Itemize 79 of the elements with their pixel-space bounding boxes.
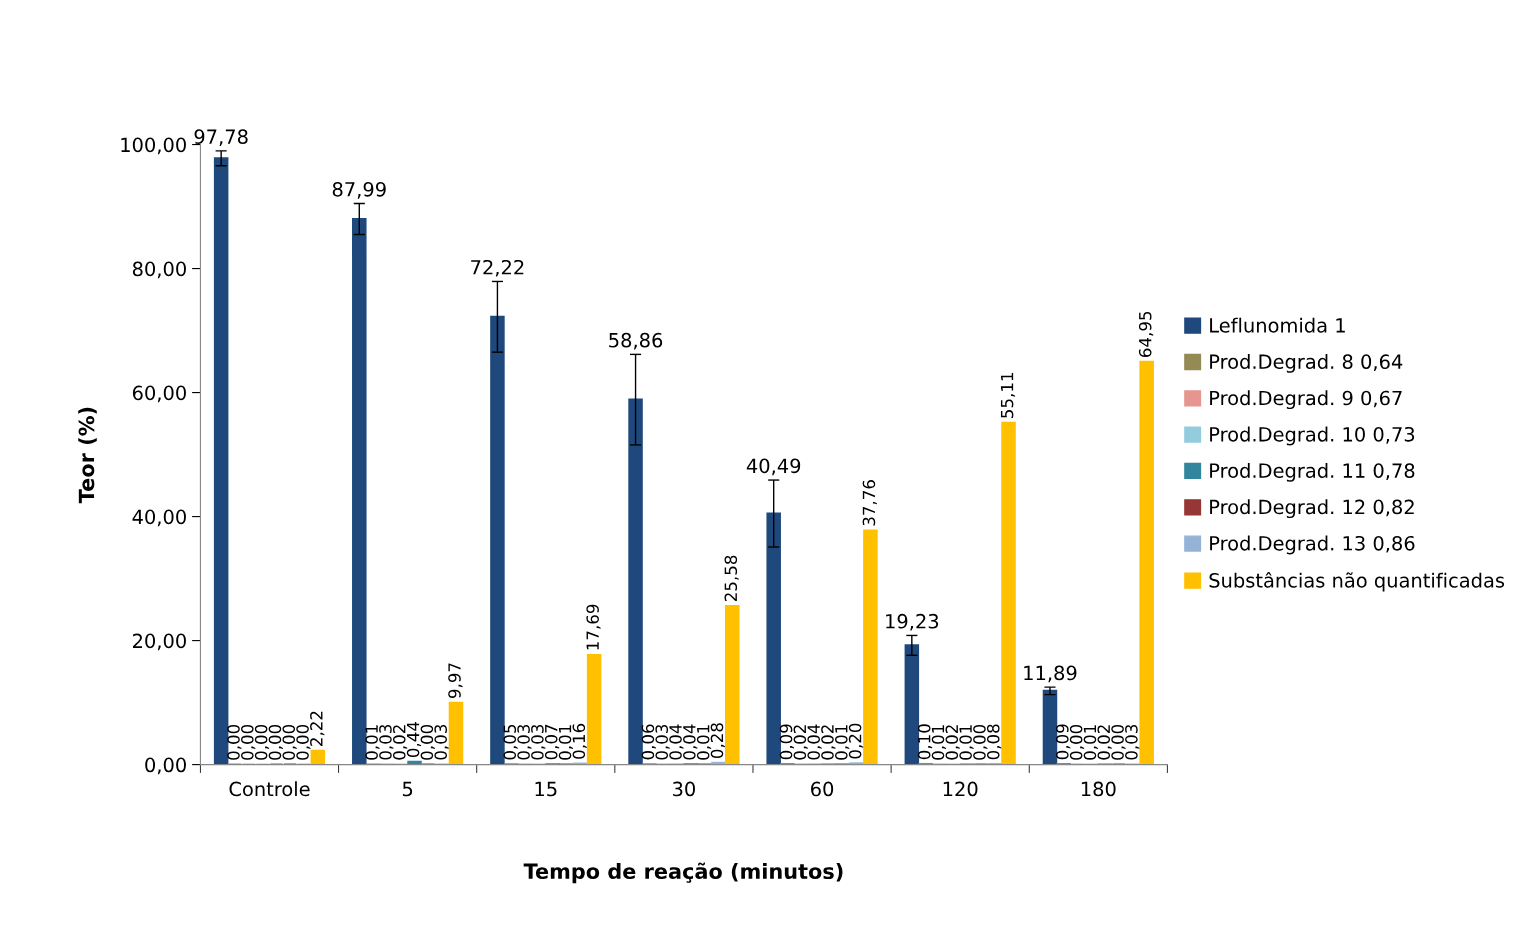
data-label: 0,02 bbox=[945, 725, 960, 760]
data-label: 0,07 bbox=[544, 724, 560, 760]
data-label: 0,01 bbox=[835, 725, 850, 760]
data-label: 87,99 bbox=[332, 181, 386, 199]
y-tick-label: 60,00 bbox=[132, 385, 186, 403]
data-label: 0,01 bbox=[365, 725, 380, 760]
data-label: 0,00 bbox=[1069, 724, 1085, 760]
data-label: 37,76 bbox=[862, 480, 877, 526]
legend-label: Prod.Degrad. 12 0,82 bbox=[1210, 499, 1414, 519]
data-label: 0,01 bbox=[696, 725, 712, 760]
data-label: 0,04 bbox=[683, 724, 698, 760]
data-label: 0,06 bbox=[641, 724, 656, 760]
legend-label: Substâncias não quantificadas bbox=[1209, 571, 1505, 592]
legend-label: Leflunomida 1 bbox=[1210, 317, 1345, 333]
data-label: 55,11 bbox=[1000, 373, 1016, 418]
x-tick-label: 15 bbox=[535, 781, 557, 797]
data-label: 0,00 bbox=[268, 724, 283, 760]
data-label: 0,03 bbox=[655, 724, 670, 760]
data-label: 0,00 bbox=[241, 724, 256, 760]
y-tick-label: 100,00 bbox=[121, 137, 186, 155]
data-label: 0,01 bbox=[959, 725, 974, 760]
data-label: 17,69 bbox=[586, 604, 601, 650]
data-label: 11,89 bbox=[1024, 665, 1077, 683]
data-label: 0,01 bbox=[1083, 725, 1098, 760]
data-label: 19,23 bbox=[886, 613, 939, 631]
data-label: 2,22 bbox=[310, 711, 325, 746]
data-label: 0,04 bbox=[807, 724, 822, 760]
data-label: 0,02 bbox=[821, 725, 836, 760]
data-label: 0,00 bbox=[254, 724, 270, 760]
y-axis-title: Teor (%) bbox=[78, 407, 97, 504]
data-label: 0,00 bbox=[1111, 724, 1126, 760]
legend-label: Prod.Degrad. 13 0,86 bbox=[1210, 535, 1415, 555]
legend-label: Prod.Degrad. 9 0,67 bbox=[1210, 390, 1402, 410]
data-label: 0,03 bbox=[434, 724, 449, 760]
data-label: 0,08 bbox=[986, 724, 1002, 760]
data-label: 0,03 bbox=[379, 724, 394, 760]
data-label: 0,00 bbox=[296, 724, 311, 760]
x-tick-label: 120 bbox=[943, 781, 978, 797]
data-label: 9,97 bbox=[448, 663, 463, 699]
data-label: 0,01 bbox=[558, 725, 574, 760]
data-label: 0,04 bbox=[669, 724, 684, 760]
data-label: 0,28 bbox=[710, 723, 725, 759]
y-tick-label: 80,00 bbox=[132, 261, 186, 279]
data-label: 0,00 bbox=[227, 724, 242, 760]
y-tick-label: 0,00 bbox=[145, 757, 186, 775]
data-label: 0,09 bbox=[1056, 724, 1071, 760]
x-tick-label: 60 bbox=[811, 781, 834, 797]
data-label: 0,02 bbox=[793, 725, 808, 760]
legend-label: Prod.Degrad. 10 0,73 bbox=[1210, 426, 1415, 446]
y-tick-label: 40,00 bbox=[132, 509, 186, 527]
legend-label: Prod.Degrad. 11 0,78 bbox=[1210, 462, 1415, 482]
legend-label: Prod.Degrad. 8 0,64 bbox=[1210, 353, 1403, 373]
data-label: 0,05 bbox=[503, 724, 518, 760]
data-label: 0,03 bbox=[531, 724, 546, 760]
data-label: 0,10 bbox=[917, 724, 933, 760]
data-label: 40,49 bbox=[746, 458, 801, 476]
data-label: 0,01 bbox=[931, 725, 946, 760]
data-label: 97,78 bbox=[194, 129, 248, 146]
data-label: 0,09 bbox=[779, 724, 795, 760]
data-label: 0,02 bbox=[1097, 725, 1112, 760]
x-tick-label: Controle bbox=[229, 781, 310, 797]
y-tick-label: 20,00 bbox=[132, 633, 186, 651]
data-label: 25,58 bbox=[724, 555, 739, 602]
data-label: 58,86 bbox=[609, 332, 663, 350]
x-tick-label: 30 bbox=[673, 781, 695, 797]
data-label: 0,20 bbox=[848, 723, 864, 759]
data-label: 0,03 bbox=[1125, 724, 1140, 760]
data-label: 0,00 bbox=[420, 724, 435, 760]
data-label: 0,00 bbox=[973, 724, 988, 760]
data-label: 72,22 bbox=[471, 259, 524, 277]
data-label: 64,95 bbox=[1138, 311, 1154, 357]
x-tick-label: 5 bbox=[402, 781, 413, 797]
data-label: 0,03 bbox=[517, 724, 532, 760]
x-axis-title: Tempo de reação (minutos) bbox=[523, 862, 843, 884]
data-label: 0,44 bbox=[406, 721, 422, 758]
x-tick-label: 180 bbox=[1081, 781, 1116, 797]
data-label: 0,00 bbox=[282, 724, 297, 760]
data-label: 0,02 bbox=[392, 725, 408, 760]
data-label: 0,16 bbox=[572, 723, 587, 759]
